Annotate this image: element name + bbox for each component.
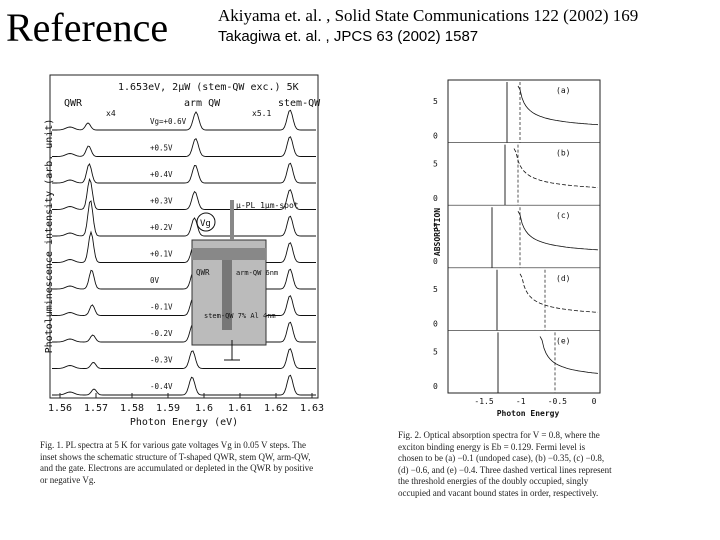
x-tick-label: 1.61 bbox=[228, 403, 252, 414]
y-tick-label: 0 bbox=[433, 257, 438, 266]
peak-label: QWR bbox=[64, 98, 83, 109]
peak-label: arm QW bbox=[184, 98, 221, 109]
caption: Fig. 1. PL spectra at 5 K for various ga… bbox=[40, 440, 314, 485]
slide-title: Reference bbox=[6, 5, 169, 50]
x-axis-label: Photon Energy bbox=[497, 409, 560, 418]
x-tick-label: -1 bbox=[516, 397, 526, 406]
y-axis-label: ABSORPTION bbox=[433, 208, 442, 256]
scale-label: x4 bbox=[106, 109, 116, 118]
figure2-frame bbox=[447, 79, 601, 394]
y-tick-label: 0 bbox=[433, 132, 438, 141]
inset-label: μ-PL 1μm-spot bbox=[236, 201, 299, 210]
absorption-curve bbox=[513, 148, 599, 188]
y-tick-label: 5 bbox=[433, 160, 438, 169]
gate-symbol bbox=[196, 212, 216, 232]
spectra bbox=[52, 109, 316, 396]
voltage-label: +0.2V bbox=[150, 223, 173, 232]
spectrum bbox=[52, 268, 316, 290]
spectrum bbox=[52, 321, 316, 343]
absorption-curve bbox=[517, 85, 599, 126]
spectrum bbox=[52, 177, 316, 210]
y-tick-label: 5 bbox=[433, 347, 438, 356]
reference: Takagiwa et. al. , JPCS 63 (2002) 1587 bbox=[218, 28, 479, 45]
x-tick-label: -1.5 bbox=[474, 397, 493, 406]
voltage-label: -0.4V bbox=[150, 382, 173, 391]
reference: Akiyama et. al. , Solid State Communicat… bbox=[218, 6, 639, 25]
absorption-curve bbox=[517, 211, 599, 251]
spectrum bbox=[52, 374, 316, 396]
voltage-label: -0.3V bbox=[150, 356, 173, 365]
voltage-label: -0.1V bbox=[150, 303, 173, 312]
inset-layer bbox=[192, 248, 266, 260]
panel-label: (c) bbox=[556, 211, 570, 220]
spectrum bbox=[52, 230, 316, 263]
spectrum bbox=[52, 348, 316, 369]
figure-header: 1.653eV, 2μW (stem-QW exc.) 5K bbox=[118, 82, 299, 93]
inset-label: QWR bbox=[196, 268, 210, 277]
x-tick-label: 1.59 bbox=[156, 403, 180, 414]
y-tick-label: 0 bbox=[433, 319, 438, 328]
y-tick-label: 5 bbox=[433, 97, 438, 106]
figure1-frame bbox=[49, 74, 319, 399]
spectrum bbox=[52, 200, 316, 237]
voltage-label: +0.1V bbox=[150, 250, 173, 259]
voltage-label: +0.3V bbox=[150, 197, 173, 206]
panel-label: (a) bbox=[556, 86, 570, 95]
voltage-label: 0V bbox=[150, 276, 160, 285]
x-tick-label: 0 bbox=[592, 397, 597, 406]
panel-label: (d) bbox=[556, 274, 570, 283]
voltage-label: +0.4V bbox=[150, 170, 173, 179]
inset-label: Vg bbox=[200, 219, 211, 229]
panel-label: (e) bbox=[556, 336, 570, 345]
spectrum bbox=[52, 136, 316, 157]
y-tick-label: 5 bbox=[433, 222, 438, 231]
y-tick-label: 5 bbox=[433, 285, 438, 294]
voltage-label: -0.2V bbox=[150, 329, 173, 338]
scale-label: x5.1 bbox=[252, 109, 271, 118]
caption: Fig. 2. Optical absorption spectra for V… bbox=[398, 430, 612, 498]
y-axis-label: Photoluminescence intensity (arb. unit) bbox=[44, 119, 55, 354]
panel-label: (b) bbox=[556, 149, 570, 158]
x-tick-label: 1.56 bbox=[48, 403, 72, 414]
absorption-panels: (a) (b) (c) (d) (e) bbox=[448, 82, 600, 393]
spectrum bbox=[52, 295, 316, 316]
x-tick-label: 1.57 bbox=[84, 403, 108, 414]
spectrum bbox=[52, 109, 316, 131]
y-tick-label: 0 bbox=[433, 194, 438, 203]
y-tick-label: 0 bbox=[433, 382, 438, 391]
inset-label: stem-QW 7% Al 4nm bbox=[204, 312, 276, 320]
absorption-curve bbox=[539, 336, 599, 374]
spectrum bbox=[52, 162, 316, 184]
x-tick-label: 1.58 bbox=[120, 403, 144, 414]
absorption-curve bbox=[519, 273, 599, 313]
peak-label: stem-QW bbox=[278, 98, 321, 109]
x-tick-label: 1.62 bbox=[264, 403, 288, 414]
x-tick-label: 1.63 bbox=[300, 403, 324, 414]
voltage-label: +0.5V bbox=[150, 144, 173, 153]
inset-label: arm-QW 6nm bbox=[236, 269, 278, 277]
x-axis-label: Photon Energy (eV) bbox=[130, 417, 238, 428]
x-tick-label: 1.6 bbox=[195, 403, 213, 414]
x-tick-label: -0.5 bbox=[548, 397, 567, 406]
voltage-label: Vg=+0.6V bbox=[150, 117, 187, 126]
inset-stem bbox=[222, 260, 232, 330]
